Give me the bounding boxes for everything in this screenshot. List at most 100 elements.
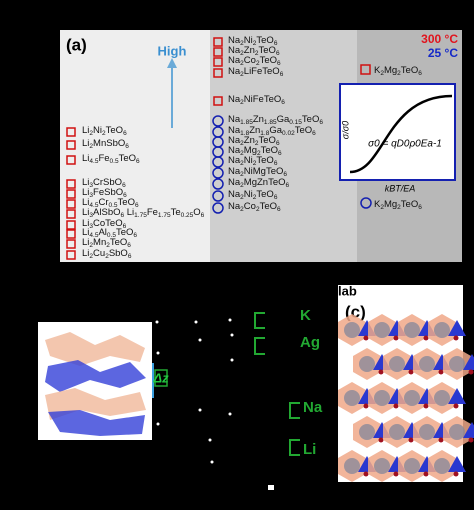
layer-label: Li bbox=[303, 441, 316, 458]
marker-square bbox=[360, 64, 371, 75]
compound-label: K2Mg2TeO6 bbox=[374, 65, 422, 77]
layer-brackets bbox=[254, 312, 300, 456]
atom bbox=[389, 424, 405, 440]
compound-label: Li4.5Cr0.5TeO6 bbox=[82, 197, 139, 209]
atom bbox=[374, 390, 390, 406]
marker-square bbox=[213, 96, 223, 106]
arrow-label: High bbox=[158, 43, 187, 58]
oxygen bbox=[438, 437, 444, 443]
marker-circle bbox=[212, 190, 224, 202]
marker-square bbox=[66, 229, 76, 239]
marker-square bbox=[66, 189, 76, 199]
marker-square bbox=[213, 68, 223, 78]
oxygen bbox=[393, 403, 399, 409]
inset-y-label: σ/σ0 bbox=[340, 121, 350, 139]
marker-square bbox=[66, 127, 76, 137]
atom bbox=[359, 424, 375, 440]
temp-low: 25 °C bbox=[428, 46, 458, 60]
oxygen bbox=[423, 471, 429, 477]
compound-label: Li3CoTeO6 bbox=[82, 218, 127, 230]
arrow-head bbox=[167, 58, 177, 68]
compound-label: Na2Co2TeO6 bbox=[228, 55, 281, 67]
compound-label: Li3AlSbO6 Li1.75Fe1.75Te0.25O6 bbox=[82, 207, 205, 219]
atom bbox=[419, 356, 435, 372]
marker-circle bbox=[212, 178, 224, 190]
layer-label: Ag bbox=[300, 334, 320, 351]
marker-square bbox=[66, 199, 76, 209]
tetrahedron bbox=[463, 354, 474, 370]
marker-circle bbox=[212, 167, 224, 179]
tetrahedron bbox=[448, 388, 466, 404]
compound-label: Li2Mn2TeO6 bbox=[82, 237, 131, 249]
compound-label: Li2MnSbO6 bbox=[82, 138, 129, 150]
equation: σ0 = qD0ρ0Ea-1 bbox=[368, 139, 442, 150]
oxygen bbox=[363, 471, 369, 477]
marker-circle bbox=[360, 197, 372, 209]
oxygen bbox=[423, 335, 429, 341]
atom bbox=[449, 424, 465, 440]
compound-label: Na2LiFeTeO6 bbox=[228, 66, 284, 78]
marker-square bbox=[66, 250, 76, 260]
atom bbox=[434, 458, 450, 474]
compound-label: Li4.5Fe0.5TeO6 bbox=[82, 153, 140, 165]
oxygen bbox=[408, 437, 414, 443]
oxygen bbox=[423, 403, 429, 409]
marker-square bbox=[213, 57, 223, 67]
temp-high: 300 °C bbox=[421, 32, 458, 46]
atom bbox=[449, 356, 465, 372]
oxygen bbox=[468, 437, 474, 443]
na-region bbox=[210, 30, 357, 262]
tetrahedron bbox=[448, 456, 466, 472]
compound-label: Na2NiFeTeO6 bbox=[228, 94, 285, 106]
ion-dots bbox=[155, 318, 274, 490]
oxygen bbox=[393, 471, 399, 477]
compound-label: Na1.8Zn1.8Ga0.02TeO6 bbox=[228, 125, 316, 137]
marker-square bbox=[213, 37, 223, 47]
oxygen bbox=[378, 437, 384, 443]
atom bbox=[389, 356, 405, 372]
oxygen bbox=[453, 335, 459, 341]
compound-label: Na2Mg2TeO6 bbox=[228, 145, 282, 157]
tetrahedron bbox=[448, 320, 466, 336]
marker-square bbox=[66, 140, 76, 150]
marker-circle bbox=[212, 115, 224, 127]
compound-label: Na2Co2TeO6 bbox=[228, 201, 281, 213]
oxygen bbox=[363, 335, 369, 341]
delta-box bbox=[154, 369, 168, 387]
compound-label: Na2NiMgTeO6 bbox=[228, 166, 287, 178]
oxygen bbox=[408, 369, 414, 375]
compound-label: Li3CrSbO6 bbox=[82, 177, 126, 189]
compound-label: Li2Ni2TeO6 bbox=[82, 125, 127, 137]
structure-drawing bbox=[45, 332, 146, 436]
compound-label: Na2Ni2TeO6 bbox=[228, 189, 278, 201]
li-region bbox=[60, 30, 210, 262]
atom bbox=[374, 322, 390, 338]
layer-label: K bbox=[300, 307, 311, 324]
atom bbox=[359, 356, 375, 372]
atom bbox=[344, 458, 360, 474]
compound-label: Na2Ni2TeO6 bbox=[228, 155, 278, 167]
marker-square bbox=[66, 220, 76, 230]
delta-label: Δz bbox=[152, 370, 169, 385]
layer-label: Na bbox=[303, 399, 323, 416]
oxygen bbox=[453, 403, 459, 409]
inset-x-label: kBT/EA bbox=[385, 183, 416, 193]
tetrahedron bbox=[463, 422, 474, 438]
compound-label: Na2Zn2TeO6 bbox=[228, 135, 280, 147]
marker-square bbox=[66, 209, 76, 219]
structure-drawing bbox=[338, 314, 474, 482]
slab-label: n slab bbox=[319, 283, 357, 298]
atom bbox=[404, 322, 420, 338]
oxygen bbox=[378, 369, 384, 375]
marker-circle bbox=[212, 202, 224, 214]
compound-label: Li4.5Al0.5TeO6 bbox=[82, 227, 137, 239]
compound-label: Na1.85Zn1.85Ga0.15TeO6 bbox=[228, 114, 323, 126]
atom bbox=[434, 322, 450, 338]
compound-label: K2Mg2TeO6 bbox=[374, 199, 422, 211]
marker-square bbox=[66, 179, 76, 189]
atom bbox=[419, 424, 435, 440]
atom bbox=[374, 458, 390, 474]
